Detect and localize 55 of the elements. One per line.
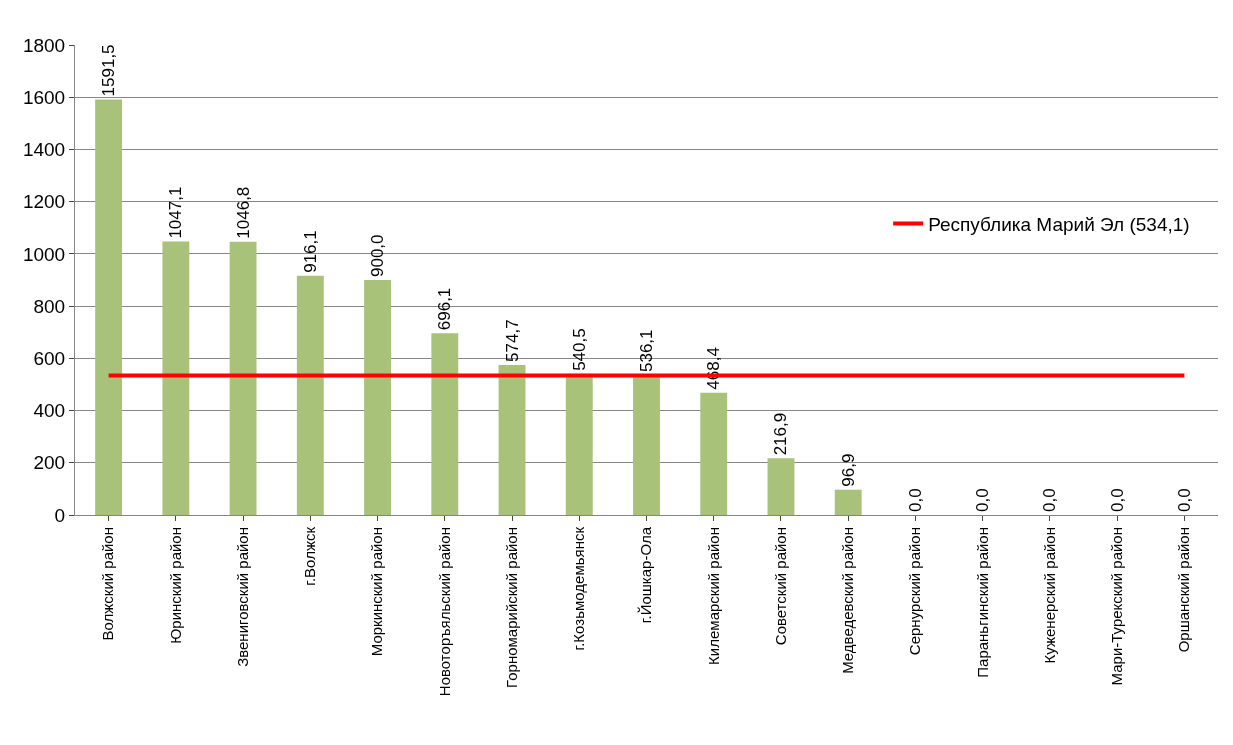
x-tick-label: г.Йошкар-Ола	[637, 526, 655, 624]
x-tick-label: Оршанский район	[1175, 527, 1193, 653]
bar	[364, 280, 392, 515]
y-tick-label: 600	[33, 347, 66, 369]
bar	[431, 333, 459, 515]
data-label: 0,0	[1040, 488, 1060, 512]
x-tick-label: Мари-Турекский район	[1108, 527, 1126, 686]
y-tick-label: 1800	[22, 34, 66, 56]
x-tick-label: Медведевский район	[839, 527, 857, 674]
x-tick-label: Юринский район	[166, 527, 184, 644]
x-tick-label: Советский район	[771, 527, 789, 646]
legend-label: Республика Марий Эл (534,1)	[928, 213, 1190, 235]
x-tick-label: Сернурский район	[906, 527, 924, 656]
data-label: 696,1	[435, 287, 455, 331]
data-label: 0,0	[973, 488, 993, 512]
bar	[700, 392, 728, 515]
x-tick-label: Параньгинский район	[973, 527, 991, 678]
x-tick-label: г.Козьмодемьянск	[570, 526, 588, 651]
y-tick-label: 200	[33, 452, 66, 474]
data-label: 540,5	[569, 328, 589, 371]
y-tick-label: 1600	[22, 86, 66, 108]
data-label: 216,9	[771, 412, 791, 456]
x-tick-label: Горномарийский район	[502, 527, 520, 688]
bar	[834, 489, 862, 515]
x-tick-label: Новоторъяльский район	[435, 527, 453, 697]
bar	[95, 99, 123, 515]
y-tick-label: 1000	[22, 243, 66, 265]
data-label: 96,9	[838, 453, 858, 487]
x-tick-label: Звениговский район	[233, 527, 251, 667]
y-tick-label: 800	[33, 295, 66, 317]
x-tick-label: Волжский район	[99, 527, 117, 641]
y-tick-label: 400	[33, 400, 66, 422]
data-label: 536,1	[637, 329, 656, 373]
x-tick-label: г.Волжск	[301, 526, 319, 586]
bar	[633, 375, 660, 515]
y-tick-label: 1400	[22, 139, 66, 161]
x-tick-label: Килемарский район	[704, 527, 722, 665]
y-tick-label: 1200	[22, 191, 66, 213]
y-tick-label: 0	[54, 504, 66, 526]
data-label: 900,0	[368, 234, 388, 277]
bar	[767, 458, 795, 515]
x-tick-label: Моркинский район	[368, 527, 386, 657]
data-label: 574,7	[502, 319, 522, 362]
bar	[498, 364, 526, 515]
x-tick-label: Куженерский район	[1040, 527, 1058, 664]
data-label: 1046,8	[233, 186, 253, 239]
bar	[162, 241, 190, 515]
data-label: 0,0	[1107, 488, 1127, 512]
bar	[296, 275, 324, 515]
data-label: 0,0	[905, 488, 925, 512]
bar	[229, 241, 257, 515]
data-label: 1591,5	[99, 44, 119, 97]
data-label: 0,0	[1174, 488, 1194, 512]
data-label: 916,1	[300, 230, 320, 273]
data-label: 1047,1	[166, 186, 186, 239]
